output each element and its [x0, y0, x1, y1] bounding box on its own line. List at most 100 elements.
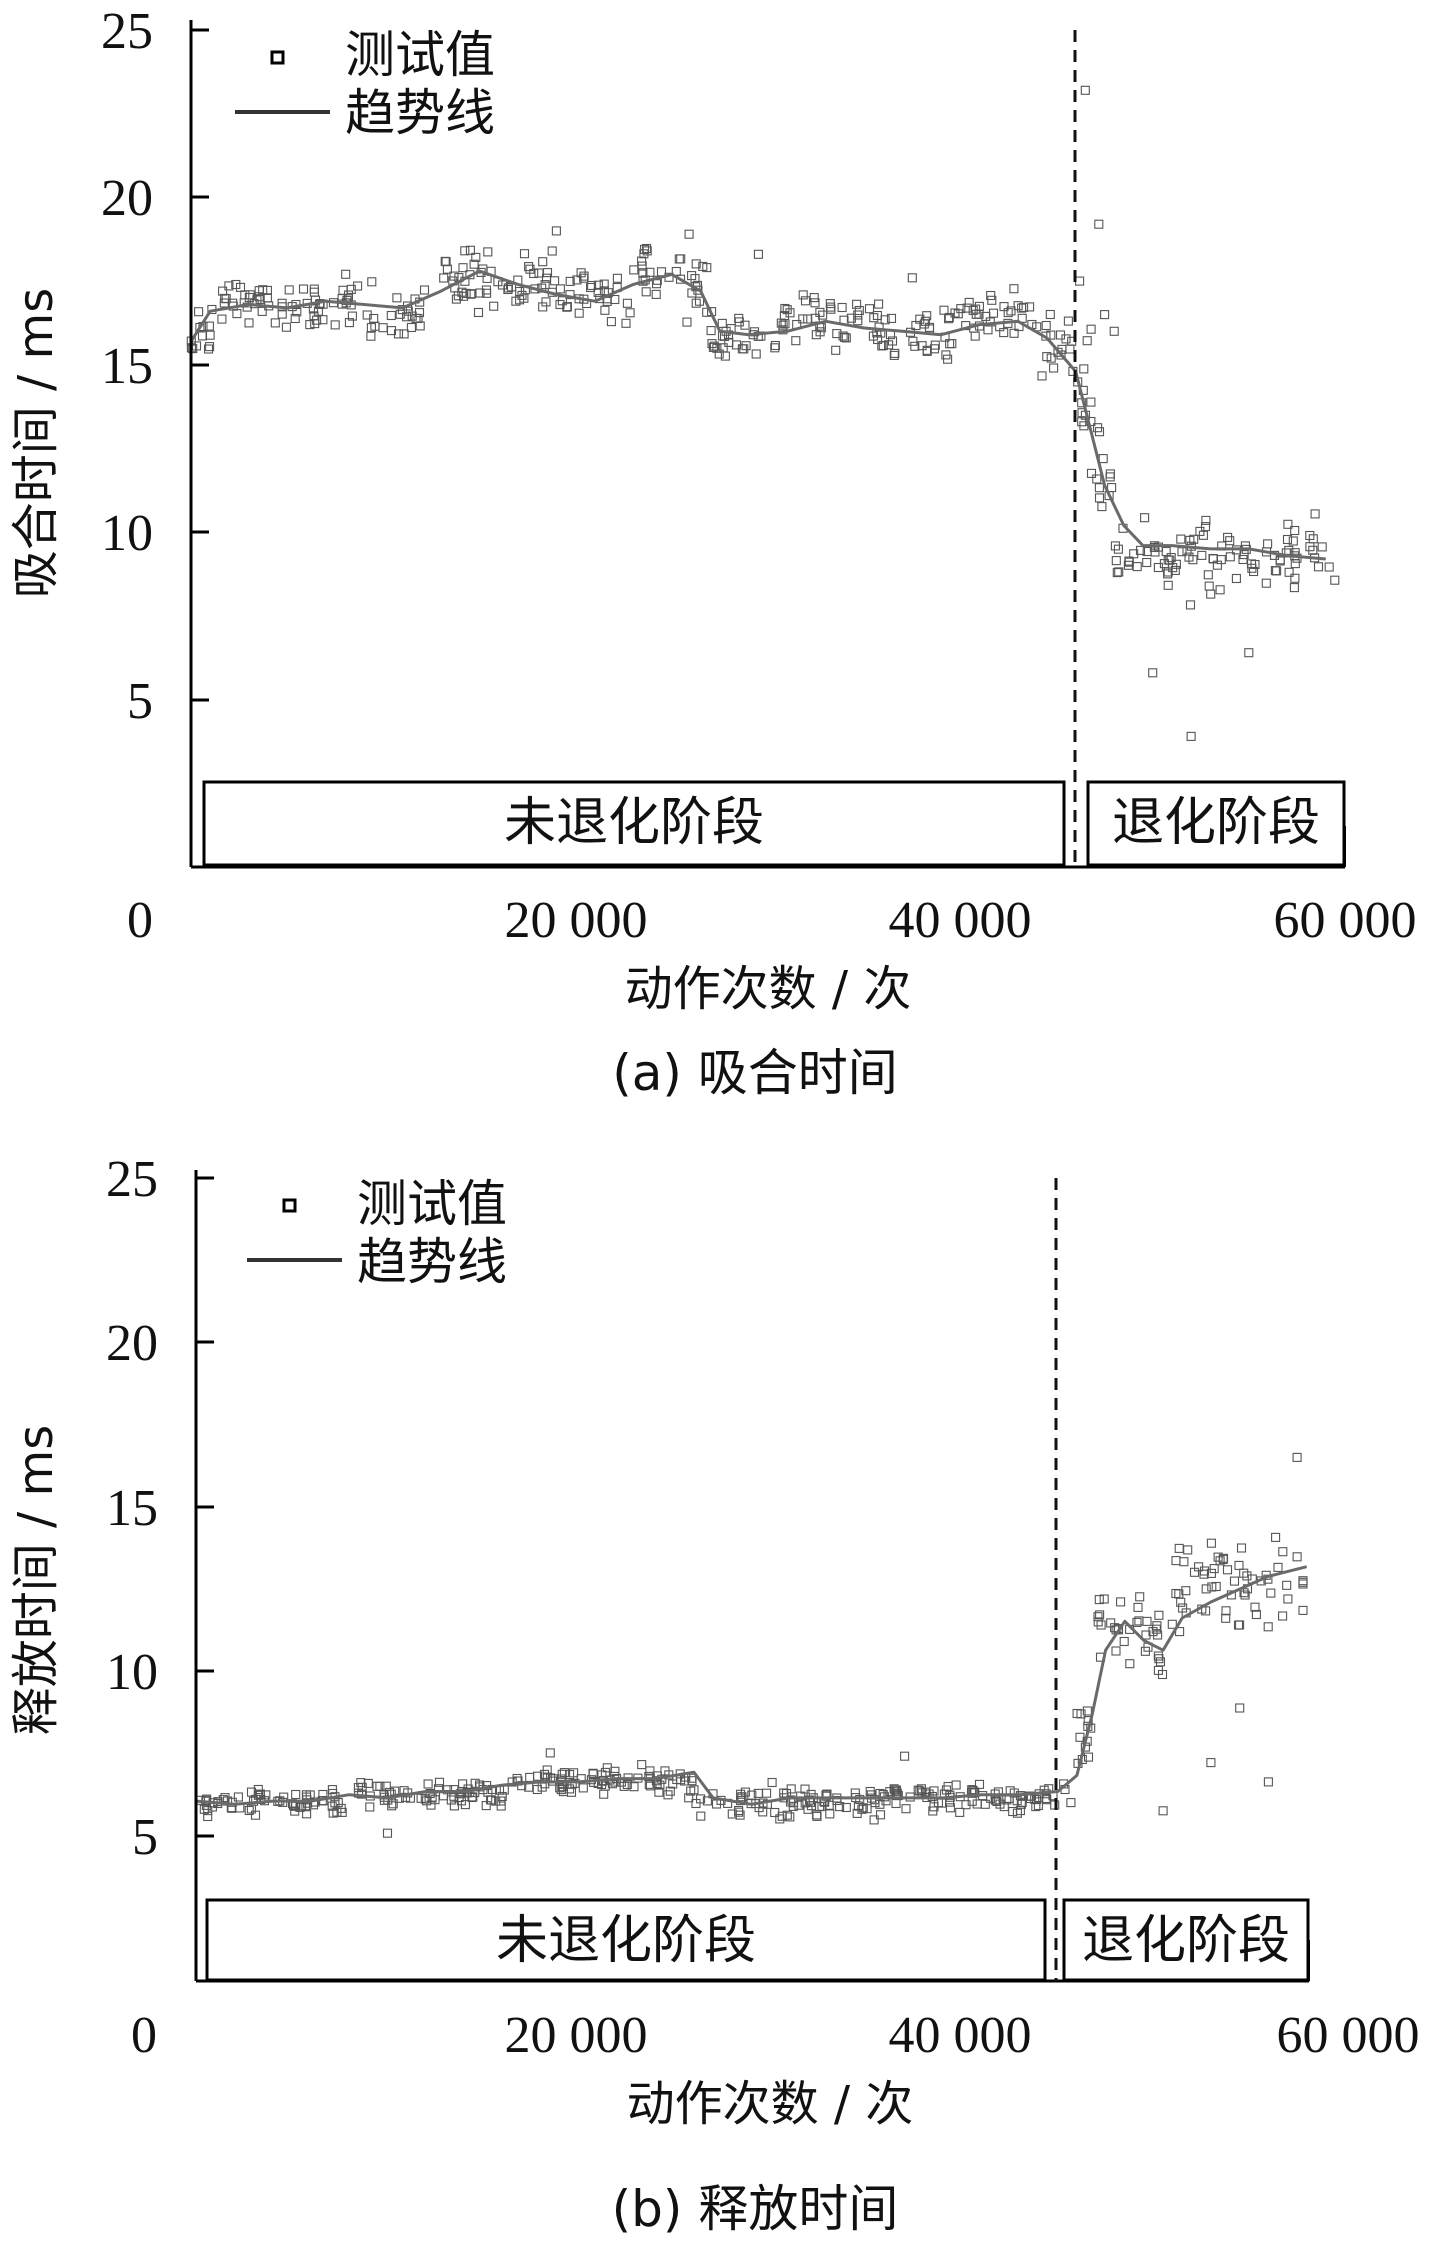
panel-b-measured-point: [233, 1792, 243, 1802]
panel-b-measured-point: [496, 1801, 506, 1811]
panel-a-measured-point: [298, 284, 309, 294]
panel-a-measured-point: [458, 263, 468, 273]
panel-b-measured-point: [727, 1809, 737, 1819]
panel-b-measured-point: [244, 1805, 254, 1816]
panel-a-measured-point: [386, 310, 396, 321]
panel-b-measured-point: [1094, 1595, 1104, 1605]
panel-b-measured-point: [1273, 1562, 1283, 1572]
panel-b-measured-point: [517, 1781, 527, 1791]
panel-a-measured-point: [988, 308, 999, 318]
panel-a-measured-point: [740, 320, 750, 330]
panel-a-measured-point: [217, 314, 227, 324]
panel-a-measured-point: [221, 294, 231, 304]
panel-a-measured-point: [1185, 600, 1196, 610]
panel-a-measured-point: [1270, 566, 1280, 576]
panel-b-measured-point: [928, 1806, 938, 1816]
panel-b-ytick-label-5: 5: [132, 1809, 158, 1866]
panel-b-measured-point: [540, 1779, 550, 1789]
panel-a-measured-point: [1009, 328, 1019, 338]
panel-a-measured-point: [1112, 568, 1122, 578]
panel-a-measured-point: [453, 291, 463, 301]
panel-b-measured-point: [1174, 1543, 1184, 1553]
panel-b-measured-point: [1066, 1798, 1076, 1808]
panel-a-caption: (a) 吸合时间: [612, 1044, 898, 1102]
panel-a-measured-point: [1282, 534, 1293, 545]
panel-a-measured-point: [258, 285, 268, 295]
panel-a-measured-point: [656, 267, 667, 277]
panel-b-stage-boxes: 未退化阶段 退化阶段: [205, 1898, 1310, 1982]
panel-b-measured-point: [1134, 1616, 1144, 1626]
panel-b-measured-point: [1239, 1568, 1249, 1578]
panel-b-legend-label-trend: 趋势线: [357, 1233, 507, 1291]
panel-b-measured-point: [1152, 1621, 1162, 1631]
panel-b-measured-point: [825, 1809, 835, 1819]
panel-b-measured-point: [691, 1798, 701, 1809]
panel-b-measured-point: [1041, 1793, 1051, 1804]
panel-a-measured-point: [481, 285, 491, 295]
panel-a-measured-point: [983, 325, 993, 335]
panel-a-measured-point: [1063, 316, 1073, 326]
panel-b-measured-point: [365, 1802, 375, 1812]
panel-b-measured-point: [1189, 1567, 1200, 1577]
panel-b-measured-point: [1229, 1576, 1240, 1586]
panel-a-measured-point: [475, 288, 485, 298]
panel-a-measured-point: [999, 328, 1009, 338]
panel-a-measured-point: [1201, 515, 1211, 525]
panel-a-measured-point: [473, 307, 484, 318]
panel-a-measured-point: [1206, 589, 1216, 599]
panel-a-measured-point: [203, 344, 214, 354]
panel-b-stage-label-undegraded: 未退化阶段: [496, 1911, 756, 1971]
panel-a-measured-point: [292, 307, 302, 317]
panel-a-measured-point: [1204, 581, 1214, 591]
panel-a-measured-point: [944, 314, 954, 324]
panel-a-measured-point: [717, 318, 727, 328]
panel-b-caption: (b) 释放时间: [612, 2180, 899, 2238]
panel-a-measured-point: [1049, 363, 1059, 373]
panel-a-measured-point: [576, 268, 586, 278]
panel-b-measured-point: [327, 1801, 337, 1811]
panel-b-measured-point: [687, 1773, 697, 1783]
panel-a-measured-point: [439, 273, 449, 283]
panel-b-measured-point: [507, 1777, 517, 1787]
panel-a-measured-point: [231, 279, 241, 290]
panel-a-measured-point: [1330, 575, 1340, 585]
panel-a-measured-point: [640, 244, 650, 254]
panel-a-measured-point: [1163, 580, 1173, 590]
panel-a-xtick-label-60000: 60 000: [1274, 892, 1417, 949]
panel-a-measured-point: [1055, 330, 1066, 340]
panel-a-measured-point: [884, 340, 894, 350]
panel-a-ytick-label-20: 20: [101, 170, 153, 227]
panel-b-measured-point: [1141, 1630, 1151, 1640]
panel-b-measured-point: [758, 1807, 768, 1817]
panel-a-measured-point: [1077, 417, 1087, 427]
panel-b-measured-point: [711, 1799, 722, 1809]
panel-a-measured-point: [555, 284, 565, 294]
panel-b-measured-point: [915, 1786, 925, 1796]
panel-b-measured-point: [901, 1804, 911, 1814]
panel-b-measured-point: [1211, 1581, 1221, 1592]
panel-a-ytick-label-5: 5: [127, 673, 153, 730]
panel-a-measured-point: [731, 340, 742, 350]
panel-a-measured-point: [1198, 530, 1208, 540]
panel-b-measured-point: [449, 1801, 459, 1811]
panel-a-measured-point: [242, 302, 252, 312]
panel-a-outlier-point: [1080, 85, 1090, 95]
panel-a-measured-point: [1250, 559, 1260, 570]
panel-a-measured-point: [702, 263, 712, 273]
panel-a-measured-point: [330, 320, 340, 330]
panel-a-ytick-label-10: 10: [101, 505, 153, 562]
panel-a-x-ticks: 0 20 000 40 000 60 000: [127, 849, 1417, 949]
panel-b-measured-point: [1183, 1545, 1193, 1555]
panel-a-measured-point: [641, 287, 651, 297]
panel-a-measured-point: [778, 325, 788, 335]
panel-a-measured-point: [841, 333, 851, 343]
panel-a-measured-point: [534, 268, 544, 278]
panel-b-measured-point: [1142, 1616, 1152, 1626]
panel-b-measured-point: [1209, 1564, 1219, 1574]
panel-a-measured-point: [939, 305, 949, 315]
panel-b-measured-point: [696, 1811, 706, 1821]
panel-a-measured-point: [838, 331, 848, 341]
panel-b-measured-point: [1153, 1630, 1163, 1640]
panel-b-measured-point: [622, 1779, 632, 1790]
panel-a-measured-point: [1275, 556, 1285, 566]
